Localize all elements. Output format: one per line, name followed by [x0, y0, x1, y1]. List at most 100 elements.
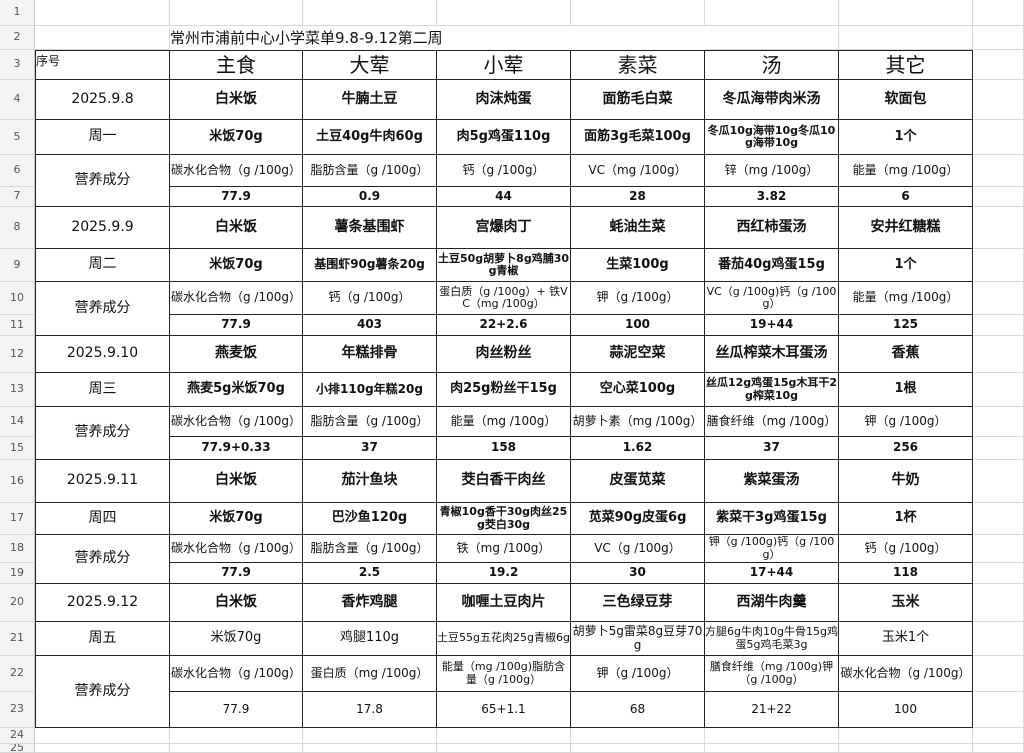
header-index: 序号: [35, 50, 170, 80]
amount: 鸡腿110g: [303, 622, 437, 656]
dish: 三色绿豆芽: [571, 584, 705, 622]
grid-cell: [973, 692, 1024, 728]
nutrient: 锌（mg /100g）: [705, 155, 839, 187]
nutrient: 钙（g /100g）: [303, 282, 437, 315]
amount: 巴沙鱼120g: [303, 503, 437, 535]
grid-cell: [839, 26, 973, 50]
amount: 小排110g年糕20g: [303, 373, 437, 407]
amount: 1根: [839, 373, 973, 407]
dish: 玉米: [839, 584, 973, 622]
row-number: 22: [0, 656, 35, 692]
row-number: 18: [0, 535, 35, 563]
grid-cell: [303, 744, 437, 753]
dish: 皮蛋苋菜: [571, 460, 705, 503]
amount: 丝瓜12g鸡蛋15g木耳干2g榨菜10g: [705, 373, 839, 407]
amount: 土豆55g五花肉25g青椒6g: [437, 622, 571, 656]
dish: 牛奶: [839, 460, 973, 503]
grid-cell: [437, 728, 571, 744]
nutrition-label: 营养成分: [35, 656, 170, 728]
date: 2025.9.12: [35, 584, 170, 622]
dish: 白米饭: [170, 207, 303, 249]
grid-cell: [973, 535, 1024, 563]
row-number: 16: [0, 460, 35, 503]
nutrient-value: 68: [571, 692, 705, 728]
nutrient-value: 100: [839, 692, 973, 728]
grid-cell: [973, 407, 1024, 437]
nutrient: VC（g /100g）: [571, 535, 705, 563]
nutrient-value: 19+44: [705, 315, 839, 336]
amount: 1个: [839, 249, 973, 282]
row-number: 9: [0, 249, 35, 282]
nutrient-value: 37: [705, 437, 839, 460]
dish: 西湖牛肉羹: [705, 584, 839, 622]
row-number: 12: [0, 336, 35, 373]
nutrient-value: 3.82: [705, 187, 839, 207]
dish: 年糕排骨: [303, 336, 437, 373]
grid-cell: [973, 336, 1024, 373]
amount: 肉5g鸡蛋110g: [437, 120, 571, 155]
row-number: 21: [0, 622, 35, 656]
row-number: 23: [0, 692, 35, 728]
nutrient-value: 118: [839, 563, 973, 584]
grid-cell: [705, 0, 839, 26]
grid-cell: [973, 656, 1024, 692]
nutrient: 铁（mg /100g）: [437, 535, 571, 563]
nutrient-value: 2.5: [303, 563, 437, 584]
nutrient-value: 6: [839, 187, 973, 207]
grid-cell: [973, 207, 1024, 249]
row-number: 6: [0, 155, 35, 187]
nutrient-value: 21+22: [705, 692, 839, 728]
nutrient-value: 256: [839, 437, 973, 460]
dish: 宫爆肉丁: [437, 207, 571, 249]
nutrient-value: 28: [571, 187, 705, 207]
nutrient: VC（mg /100g）: [571, 155, 705, 187]
dish: 安井红糖糕: [839, 207, 973, 249]
grid-cell: [839, 744, 973, 753]
date: 2025.9.10: [35, 336, 170, 373]
row-number: 4: [0, 80, 35, 120]
nutrition-label: 营养成分: [35, 535, 170, 584]
grid-cell: [839, 728, 973, 744]
nutrient: 蛋白质（mg /100g）: [303, 656, 437, 692]
grid-cell: [571, 0, 705, 26]
row-number: 24: [0, 728, 35, 744]
row-number: 10: [0, 282, 35, 315]
nutrient: 碳水化合物（g /100g）: [170, 282, 303, 315]
row-number: 19: [0, 563, 35, 584]
dish: 蚝油生菜: [571, 207, 705, 249]
dish: 冬瓜海带肉米汤: [705, 80, 839, 120]
grid-cell: [437, 0, 571, 26]
grid-cell: [973, 282, 1024, 315]
header-column: 其它: [839, 50, 973, 80]
nutrient-value: 19.2: [437, 563, 571, 584]
amount: 米饭70g: [170, 249, 303, 282]
grid-cell: [571, 744, 705, 753]
grid-cell: [973, 437, 1024, 460]
nutrient-value: 44: [437, 187, 571, 207]
header-column: 主食: [170, 50, 303, 80]
row-number: 14: [0, 407, 35, 437]
dish: 咖喱土豆肉片: [437, 584, 571, 622]
amount: 1杯: [839, 503, 973, 535]
nutrient-value: 403: [303, 315, 437, 336]
grid-cell: [705, 728, 839, 744]
grid-cell: [705, 744, 839, 753]
weekday: 周一: [35, 120, 170, 155]
amount: 燕麦5g米饭70g: [170, 373, 303, 407]
nutrient: 碳水化合物（g /100g）: [170, 155, 303, 187]
nutrient-value: 0.9: [303, 187, 437, 207]
amount: 紫菜干3g鸡蛋15g: [705, 503, 839, 535]
nutrient-value: 77.9: [170, 563, 303, 584]
date: 2025.9.11: [35, 460, 170, 503]
dish: 香蕉: [839, 336, 973, 373]
row-number: 8: [0, 207, 35, 249]
nutrient: 钾（g /100g）: [839, 407, 973, 437]
nutrient-value: 37: [303, 437, 437, 460]
nutrient: 蛋白质（g /100g）+ 铁VC（mg /100g）: [437, 282, 571, 315]
grid-cell: [839, 0, 973, 26]
nutrient-value: 77.9: [170, 187, 303, 207]
dish: 面筋毛白菜: [571, 80, 705, 120]
nutrition-label: 营养成分: [35, 282, 170, 336]
nutrient-value: 77.9: [170, 692, 303, 728]
grid-cell: [35, 0, 170, 26]
